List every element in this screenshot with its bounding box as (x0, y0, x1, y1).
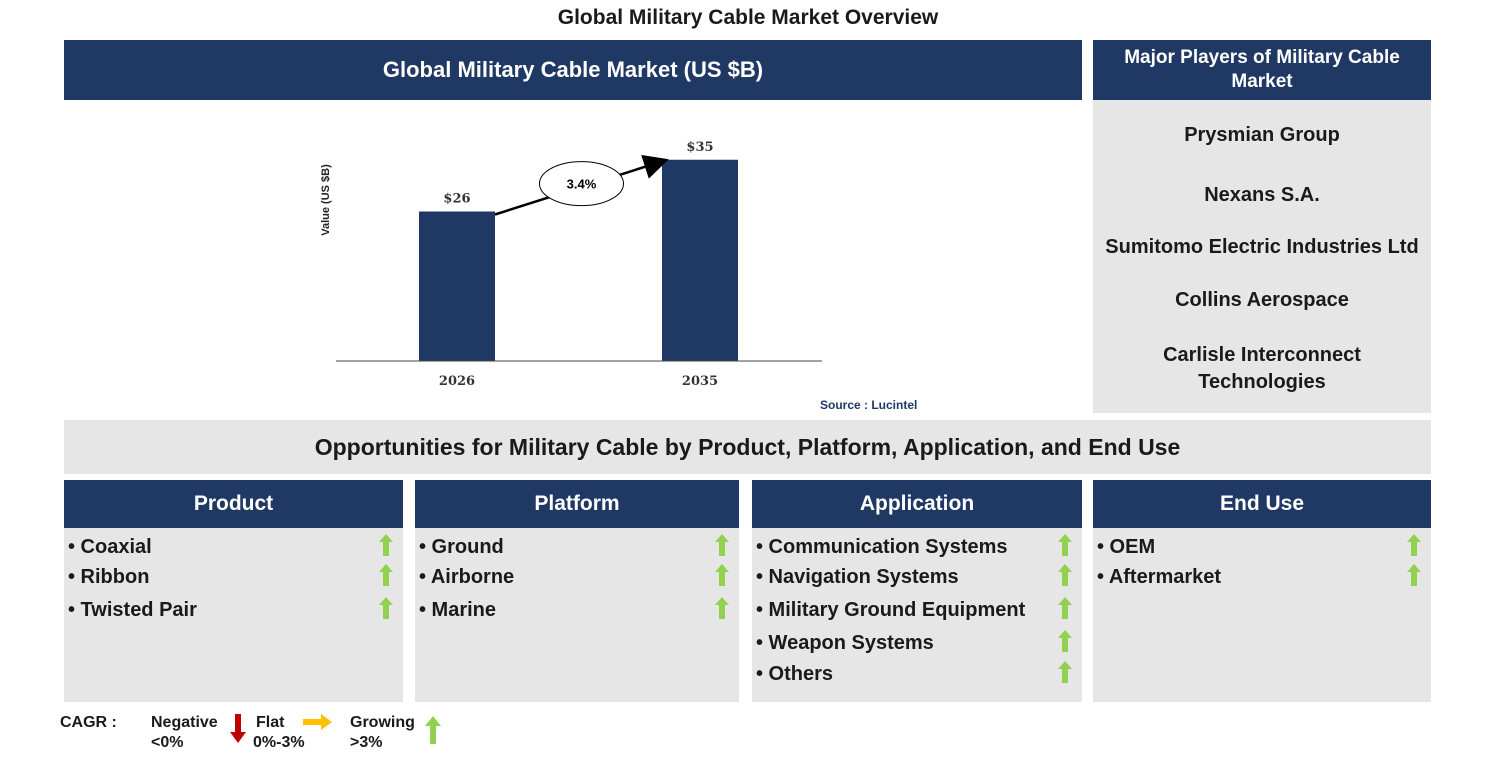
green-up-arrow-icon (1407, 564, 1421, 586)
bar-chart: Value (US $B) $26 2026 $35 2035 3.4% (320, 140, 822, 389)
legend-flat-range: 0%-3% (253, 734, 305, 751)
green-up-arrow-icon (1058, 534, 1072, 556)
green-up-arrow-icon (425, 716, 441, 744)
cagr-label: 3.4% (567, 177, 597, 192)
green-up-arrow-icon (379, 564, 393, 586)
category-item: • Communication Systems (756, 536, 1008, 558)
chart-heading: Global Military Cable Market (US $B) (64, 40, 1082, 100)
green-up-arrow-icon (715, 534, 729, 556)
source-label: Source : Lucintel (820, 398, 918, 412)
category-panel-end-use: • OEM • Aftermarket (1093, 528, 1431, 702)
green-up-arrow-icon (1058, 564, 1072, 586)
category-item: • Others (756, 663, 834, 685)
cagr-bubble (539, 161, 624, 207)
player-item: Nexans S.A. (1204, 184, 1320, 206)
category-item: • Ground (419, 536, 504, 558)
legend-label: CAGR : (60, 714, 117, 731)
category-panel-platform: • Ground • Airborne • Marine (415, 528, 739, 702)
players-heading: Major Players of Military Cable Market (1093, 40, 1431, 100)
category-item: • Airborne (419, 566, 515, 588)
category-item: • Aftermarket (1097, 566, 1222, 588)
opportunities-heading: Opportunities for Military Cable by Prod… (64, 420, 1431, 474)
player-item: Collins Aerospace (1175, 289, 1349, 311)
bar-2035 (662, 159, 738, 361)
category-item: • Twisted Pair (68, 599, 197, 621)
x-tick-label: 2026 (439, 374, 475, 389)
category-item: • Marine (419, 599, 497, 621)
page-title: Global Military Cable Market Overview (557, 6, 939, 29)
category-heading-product: Product (64, 480, 403, 528)
green-up-arrow-icon (1058, 661, 1072, 683)
category-item: • Military Ground Equipment (756, 599, 1026, 621)
bar-value-label: $26 (443, 192, 470, 207)
legend-growing-name: Growing (350, 714, 415, 731)
category-heading-platform: Platform (415, 480, 739, 528)
category-item: • OEM (1097, 536, 1156, 558)
green-up-arrow-icon (1058, 630, 1072, 652)
player-item: Sumitomo Electric Industries Ltd (1105, 236, 1419, 258)
green-up-arrow-icon (715, 564, 729, 586)
category-item: • Weapon Systems (756, 632, 934, 654)
category-item: • Ribbon (68, 566, 150, 588)
green-up-arrow-icon (1058, 597, 1072, 619)
orange-right-arrow-icon (303, 714, 332, 730)
category-heading-end-use: End Use (1093, 480, 1431, 528)
category-panel-product: • Coaxial • Ribbon • Twisted Pair (64, 528, 403, 702)
player-item: Prysmian Group (1184, 124, 1340, 146)
legend-negative-name: Negative (151, 714, 218, 731)
players-panel: Prysmian Group Nexans S.A. Sumitomo Elec… (1093, 100, 1431, 413)
bar-value-label: $35 (686, 140, 713, 155)
category-item: • Navigation Systems (756, 566, 959, 588)
category-item: • Coaxial (68, 536, 152, 558)
player-item: Carlisle Interconnect Technologies (1163, 344, 1361, 393)
legend-flat-name: Flat (256, 714, 285, 731)
x-tick-label: 2035 (682, 374, 718, 389)
category-panel-application: • Communication Systems • Navigation Syst… (752, 528, 1082, 702)
red-down-arrow-icon (230, 714, 246, 743)
green-up-arrow-icon (715, 597, 729, 619)
legend-negative-range: <0% (151, 734, 184, 751)
green-up-arrow-icon (379, 597, 393, 619)
y-axis-label: Value (US $B) (320, 164, 332, 236)
bar-2026 (419, 211, 495, 361)
category-heading-application: Application (752, 480, 1082, 528)
green-up-arrow-icon (1407, 534, 1421, 556)
green-up-arrow-icon (379, 534, 393, 556)
legend-growing-range: >3% (350, 734, 383, 751)
